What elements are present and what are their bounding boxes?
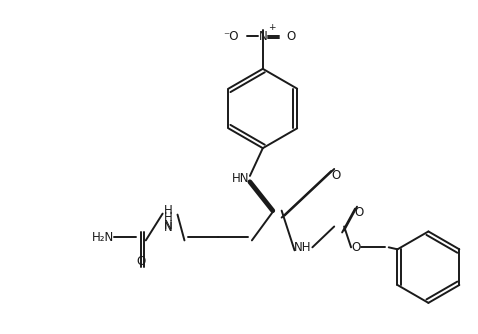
- Text: O: O: [287, 30, 296, 43]
- Text: O: O: [332, 169, 341, 182]
- Text: H
N: H N: [164, 204, 173, 231]
- Text: NH: NH: [293, 241, 311, 254]
- Text: O: O: [351, 241, 360, 254]
- Text: ⁻O: ⁻O: [224, 30, 239, 43]
- Text: N: N: [259, 30, 267, 43]
- Text: O: O: [354, 206, 364, 219]
- Text: O: O: [136, 255, 145, 268]
- Text: +: +: [268, 23, 275, 32]
- Text: H₂N: H₂N: [92, 231, 114, 244]
- Text: H: H: [164, 211, 173, 224]
- Text: HN: HN: [232, 172, 250, 185]
- Text: N: N: [164, 221, 173, 234]
